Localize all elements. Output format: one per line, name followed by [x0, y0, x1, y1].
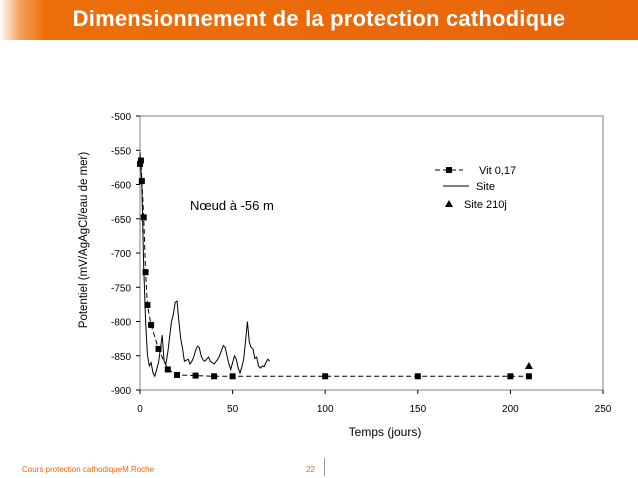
slide-title: Dimensionnement de la protection cathodi… [72, 6, 566, 31]
y-tick-label: -750 [111, 283, 131, 294]
series-vit-point [142, 269, 149, 276]
legend-vit-marker [446, 167, 452, 173]
legend-vit-label: Vit 0,17 [479, 165, 516, 177]
x-tick-label: 100 [317, 404, 334, 415]
x-tick-label: 50 [227, 404, 239, 415]
footer-credit: Cours protection cathodiqueM.Roche [22, 465, 155, 474]
y-tick-label: -500 [111, 112, 131, 123]
x-axis-label: Temps (jours) [349, 425, 422, 439]
x-tick-label: 150 [409, 404, 426, 415]
series-vit-point [140, 214, 147, 221]
y-tick-label: -550 [111, 146, 131, 157]
series-vit-point [414, 373, 421, 380]
legend-site210-label: Site 210j [464, 199, 507, 211]
y-axis-label: Potentiel (mV/AgAgCl/eau de mer) [78, 152, 90, 329]
y-tick-label: -800 [111, 318, 131, 329]
series-vit-point [211, 373, 218, 380]
x-tick-label: 200 [502, 404, 519, 415]
series-vit-point [192, 372, 199, 379]
series-vit-point [148, 321, 155, 328]
legend: Vit 0,17 Site Site 210j [435, 165, 516, 211]
series-vit-point [137, 157, 144, 164]
y-tick-label: -600 [111, 181, 131, 192]
x-tick-label: 0 [137, 404, 143, 415]
series-vit-line [139, 160, 529, 377]
legend-site210-marker [445, 200, 453, 207]
series-vit-point [229, 373, 236, 380]
plot-area [139, 115, 604, 391]
node-annotation: Nœud à -56 m [190, 198, 274, 213]
series-vit-point [525, 373, 532, 380]
series-vit-point [164, 366, 171, 373]
y-tick-label: -850 [111, 352, 131, 363]
series-vit-point [174, 371, 181, 378]
series-vit-point [155, 345, 162, 352]
y-tick-label: -650 [111, 215, 131, 226]
y-tick-label: -700 [111, 249, 131, 260]
series-vit-point [144, 302, 151, 309]
series-vit-point [507, 373, 514, 380]
series-vit-point [137, 160, 143, 167]
page-number: 22 [306, 465, 315, 474]
footer-divider [324, 458, 325, 476]
series-vit-point [322, 373, 329, 380]
series-vit-point [138, 178, 145, 185]
series-site210-point [524, 362, 533, 370]
title-bar [0, 0, 638, 40]
legend-site-label: Site [476, 181, 495, 193]
x-tick-label: 250 [595, 404, 612, 415]
y-tick-label: -900 [111, 386, 131, 397]
series-site-line [139, 152, 270, 378]
